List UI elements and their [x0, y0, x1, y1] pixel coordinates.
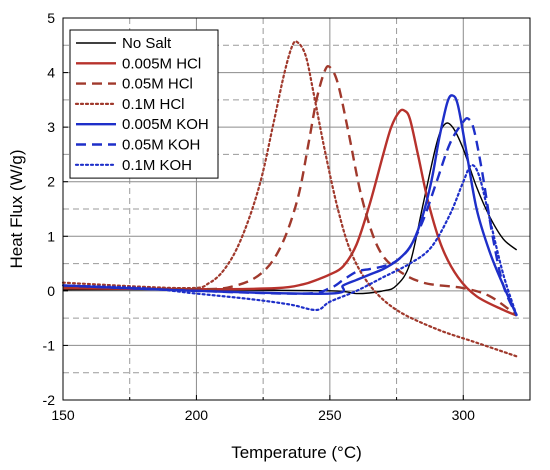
legend-label-0: No Salt — [122, 35, 172, 52]
y-tick-label: 0 — [47, 283, 55, 299]
x-tick-label: 200 — [185, 407, 209, 423]
legend-label-2: 0.05M HCl — [122, 76, 193, 93]
x-tick-label: 250 — [318, 407, 342, 423]
legend-box — [69, 29, 219, 179]
legend-label-4: 0.005M KOH — [122, 116, 209, 133]
y-tick-label: 4 — [47, 65, 55, 81]
y-tick-label: 1 — [47, 228, 55, 244]
series-line-4 — [62, 94, 518, 316]
legend-label-1: 0.005M HCl — [122, 55, 201, 72]
plot-frame — [62, 17, 531, 401]
series-line-1 — [62, 108, 518, 317]
tick-layer: 150 200 250 300 -2 -1 0 1 2 3 4 5 — [43, 10, 476, 423]
legend-label-5: 0.05M KOH — [122, 137, 200, 154]
series-line-5 — [62, 116, 518, 316]
series-line-3 — [61, 40, 518, 358]
x-tick-label: 150 — [51, 407, 75, 423]
y-tick-label: -2 — [43, 392, 56, 408]
series-line-6 — [61, 164, 518, 317]
legend-label-3: 0.1M HCl — [122, 96, 185, 113]
x-tick-label: 300 — [452, 407, 476, 423]
y-tick-label: 5 — [47, 10, 55, 26]
x-axis-label: Temperature (°C) — [231, 443, 362, 462]
y-tick-label: -1 — [43, 337, 56, 353]
y-tick-label: 2 — [47, 174, 55, 190]
y-tick-label: 3 — [47, 119, 55, 135]
legend-label-6: 0.1M KOH — [122, 157, 192, 174]
series-line-2 — [62, 64, 518, 317]
series-layer — [61, 40, 518, 358]
y-axis-label: Heat Flux (W/g) — [7, 149, 26, 268]
legend: No Salt 0.005M HCl 0.05M HCl 0.1M HCl 0.005M… — [69, 29, 219, 179]
